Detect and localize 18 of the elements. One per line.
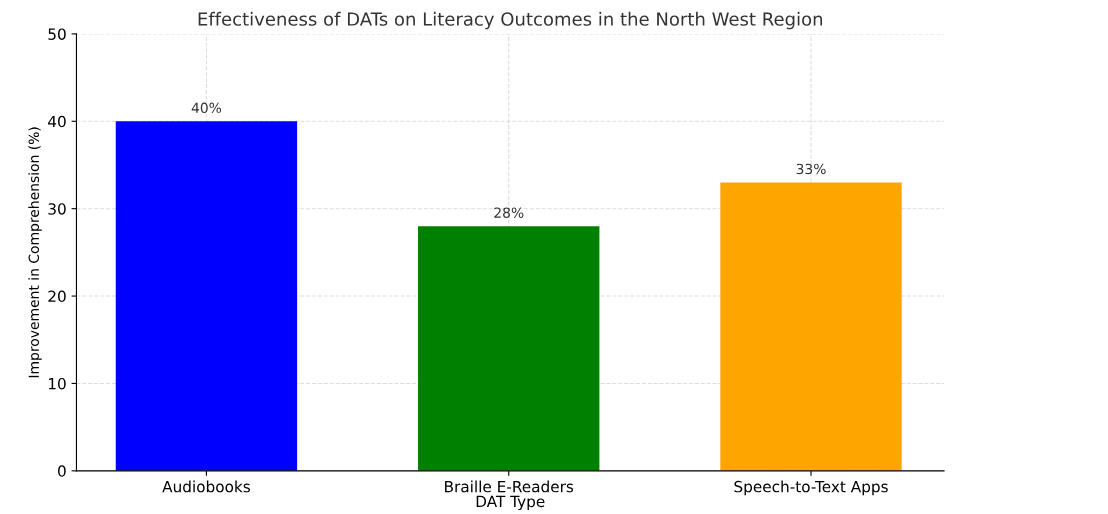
y-tick-label: 50 [48, 28, 66, 40]
y-tick-label: 0 [58, 465, 66, 477]
x-axis-title: DAT Type [476, 495, 545, 511]
x-tick-label: Braille E-Readers [445, 480, 574, 493]
x-tick-label: Speech-to-Text Apps [734, 480, 888, 496]
bar [115, 121, 298, 471]
y-axis-title: Improvement in Comprehension (%) [28, 127, 42, 378]
y-tick-label: 30 [48, 203, 66, 215]
x-tick-label: Audiobooks [162, 480, 250, 493]
bar [720, 182, 902, 471]
data-label: 28% [494, 207, 524, 218]
data-label: 40% [191, 102, 222, 114]
y-tick-label: 20 [48, 290, 66, 303]
chart-title: Effectiveness of DATs on Literacy Outcomes in the North West Region [198, 11, 823, 30]
bar [418, 226, 600, 471]
data-label: 33% [796, 163, 826, 175]
y-tick-label: 40 [48, 115, 66, 128]
y-tick-label: 10 [48, 377, 66, 390]
